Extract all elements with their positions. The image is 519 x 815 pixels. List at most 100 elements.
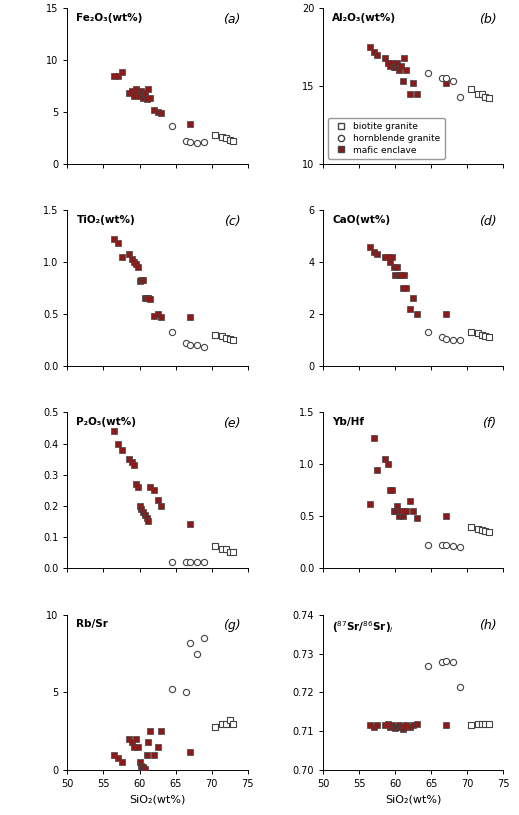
Point <box>229 134 237 148</box>
Point <box>373 248 381 261</box>
Point <box>168 555 176 568</box>
Point <box>366 497 374 510</box>
Point <box>218 543 227 556</box>
Point <box>456 540 465 553</box>
Point <box>481 717 489 730</box>
Point <box>117 756 126 769</box>
Point <box>438 331 446 344</box>
Point <box>456 333 465 346</box>
Point <box>395 269 403 282</box>
Point <box>373 48 381 61</box>
Point <box>150 484 158 497</box>
Point <box>114 751 122 764</box>
Text: (h): (h) <box>479 619 496 632</box>
Point <box>225 333 234 346</box>
Point <box>380 719 389 732</box>
Point <box>386 59 394 73</box>
Point <box>146 725 155 738</box>
Point <box>139 273 147 286</box>
Point <box>141 509 149 522</box>
Point <box>141 86 149 99</box>
Point <box>442 77 450 90</box>
Point <box>144 292 153 305</box>
Point <box>391 269 400 282</box>
Point <box>186 135 194 148</box>
Point <box>154 740 162 753</box>
Point <box>110 233 118 246</box>
Point <box>110 69 118 82</box>
Legend: biotite granite, hornblende granite, mafic enclave: biotite granite, hornblende granite, maf… <box>328 117 445 159</box>
Point <box>477 523 486 536</box>
Point <box>409 719 417 732</box>
Point <box>477 718 486 731</box>
Point <box>370 245 378 258</box>
Point <box>186 311 194 324</box>
Point <box>141 292 149 305</box>
Point <box>402 504 411 518</box>
Text: (c): (c) <box>224 215 240 228</box>
Point <box>395 509 403 522</box>
Point <box>395 64 403 77</box>
Point <box>193 136 201 149</box>
Point <box>395 719 403 732</box>
Point <box>481 524 489 537</box>
Point <box>110 425 118 438</box>
Point <box>399 75 407 88</box>
Point <box>481 329 489 342</box>
Point <box>211 328 220 341</box>
Point <box>182 134 190 148</box>
Point <box>424 539 432 552</box>
Point <box>413 512 421 525</box>
Point <box>456 680 465 693</box>
Point <box>137 85 145 98</box>
Point <box>409 292 417 305</box>
Text: P₂O₅(wt%): P₂O₅(wt%) <box>76 417 136 427</box>
Point <box>485 718 493 731</box>
Point <box>222 543 230 556</box>
Point <box>143 748 151 761</box>
Point <box>388 719 396 732</box>
Point <box>442 509 450 522</box>
Point <box>225 714 234 727</box>
Text: ($^{87}$Sr/$^{86}$Sr)$_i$: ($^{87}$Sr/$^{86}$Sr)$_i$ <box>332 619 394 635</box>
Text: (d): (d) <box>479 215 496 228</box>
Point <box>393 261 401 274</box>
Point <box>135 275 144 288</box>
Point <box>150 748 158 761</box>
Point <box>229 333 237 346</box>
Point <box>388 56 396 69</box>
Point <box>143 292 151 305</box>
Point <box>388 250 396 263</box>
Point <box>222 717 230 730</box>
Point <box>424 659 432 672</box>
Point <box>386 256 394 269</box>
Point <box>200 632 209 645</box>
Point <box>200 341 209 354</box>
Point <box>373 719 381 732</box>
Point <box>128 85 136 98</box>
Point <box>154 307 162 320</box>
Point <box>406 302 414 315</box>
Point <box>143 93 151 106</box>
Point <box>449 75 457 88</box>
Point <box>424 67 432 80</box>
Point <box>384 56 392 69</box>
Point <box>182 337 190 350</box>
Point <box>186 117 194 130</box>
Point <box>442 539 450 552</box>
Point <box>370 45 378 58</box>
Point <box>186 637 194 650</box>
Point <box>386 484 394 497</box>
Point <box>150 104 158 117</box>
Point <box>406 721 414 734</box>
Point <box>474 327 482 340</box>
Point <box>211 720 220 734</box>
Point <box>384 250 392 263</box>
Point <box>200 555 209 568</box>
Point <box>150 310 158 323</box>
Point <box>135 500 144 513</box>
Point <box>477 87 486 100</box>
Text: Al₂O₃(wt%): Al₂O₃(wt%) <box>332 13 397 23</box>
Point <box>143 512 151 525</box>
Point <box>218 717 227 730</box>
